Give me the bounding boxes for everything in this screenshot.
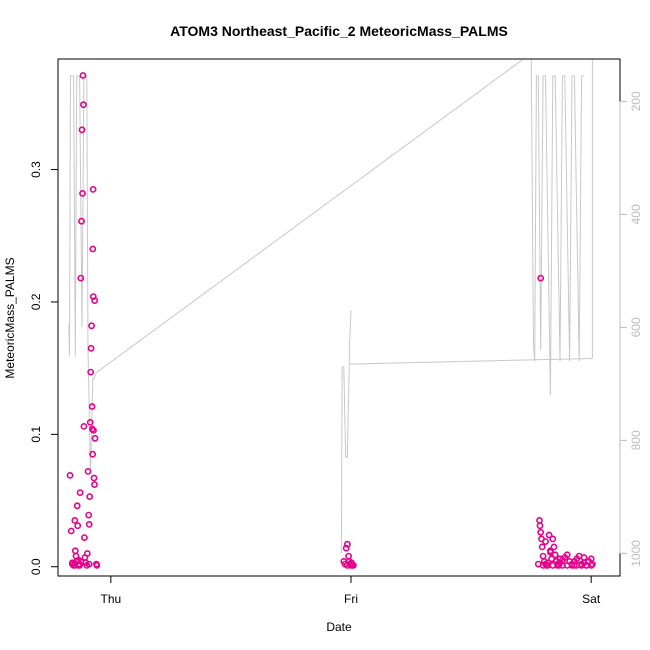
data-point [86, 418, 94, 426]
y-tick-label: 0.0 [29, 558, 43, 575]
data-point [77, 274, 85, 282]
data-point [544, 559, 552, 567]
data-point [550, 543, 558, 551]
data-point [73, 502, 81, 510]
x-tick-label: Fri [344, 592, 358, 606]
pressure-line-segment [68, 75, 97, 475]
data-point [85, 511, 93, 519]
y-tick-label: 0.2 [29, 293, 43, 310]
data-point [539, 552, 547, 560]
y-axis-label: MeteoricMass_PALMS [3, 257, 17, 378]
data-point [79, 72, 87, 79]
data-point [571, 558, 578, 565]
x-tick-label: Thu [100, 592, 121, 606]
y-tick-label: 0.1 [29, 426, 43, 443]
data-point [537, 274, 545, 282]
data-point [537, 528, 545, 536]
data-point [556, 555, 564, 563]
data-point [76, 489, 84, 496]
data-point [536, 517, 543, 524]
data-point [549, 535, 557, 543]
data-point [79, 189, 86, 197]
data-point [71, 547, 79, 555]
data-point [542, 538, 549, 545]
pressure-line-segment [96, 59, 525, 373]
data-point [69, 560, 76, 568]
data-point [86, 493, 94, 500]
data-point [534, 560, 542, 568]
data-point [85, 521, 93, 528]
data-point [587, 562, 595, 569]
y2-tick-label: 600 [629, 317, 643, 337]
x-axis-label: Date [326, 620, 352, 634]
data-point [545, 531, 553, 539]
data-point [87, 368, 95, 376]
x-axis: Thu Fri Sat [100, 575, 601, 606]
data-point [91, 434, 99, 442]
data-point [551, 551, 559, 559]
y-tick-label: 0.3 [29, 161, 43, 178]
data-point [343, 562, 351, 569]
data-point [78, 217, 85, 225]
y2-tick-label: 200 [629, 91, 643, 111]
data-point [71, 517, 79, 524]
data-point [571, 562, 578, 569]
data-point [88, 403, 96, 410]
data-point [90, 426, 97, 434]
data-point [342, 544, 350, 552]
pressure-line-segment [349, 357, 593, 365]
data-point [547, 547, 554, 555]
data-point [89, 450, 96, 458]
x-tick-label: Sat [582, 592, 601, 606]
data-point [91, 481, 98, 488]
y2-tick-label: 400 [629, 204, 643, 224]
pressure-line-segment [530, 59, 584, 396]
data-point [80, 422, 88, 430]
data-point [536, 522, 544, 530]
data-point [538, 543, 546, 551]
data-point [74, 522, 82, 530]
y2-tick-label: 800 [629, 430, 643, 450]
y-axis: 0.0 0.1 0.2 0.3 [29, 161, 59, 575]
data-point [89, 245, 97, 253]
y2-axis: 200 400 600 800 1000 [619, 91, 643, 567]
data-point [343, 540, 351, 548]
data-point [93, 562, 101, 569]
data-point [83, 550, 91, 557]
data-point [91, 297, 99, 304]
data-point [87, 344, 95, 352]
data-point [587, 555, 595, 563]
chart-title: ATOM3 Northeast_Pacific_2 MeteoricMass_P… [170, 23, 508, 39]
data-point [81, 534, 88, 541]
data-point [563, 551, 571, 559]
data-point [67, 527, 75, 535]
data-point [66, 471, 74, 479]
data-point [580, 554, 588, 561]
data-point [75, 562, 82, 569]
data-point [88, 322, 95, 330]
data-point [345, 552, 352, 560]
pressure-line-segment [340, 310, 352, 554]
data-point [90, 474, 98, 482]
data-point [84, 467, 92, 475]
data-point [78, 126, 86, 134]
data-point [340, 558, 348, 565]
data-point [80, 101, 87, 109]
data-point [85, 560, 93, 568]
data-point [548, 555, 555, 563]
y2-tick-label: 1000 [629, 540, 643, 567]
data-point [89, 185, 97, 193]
